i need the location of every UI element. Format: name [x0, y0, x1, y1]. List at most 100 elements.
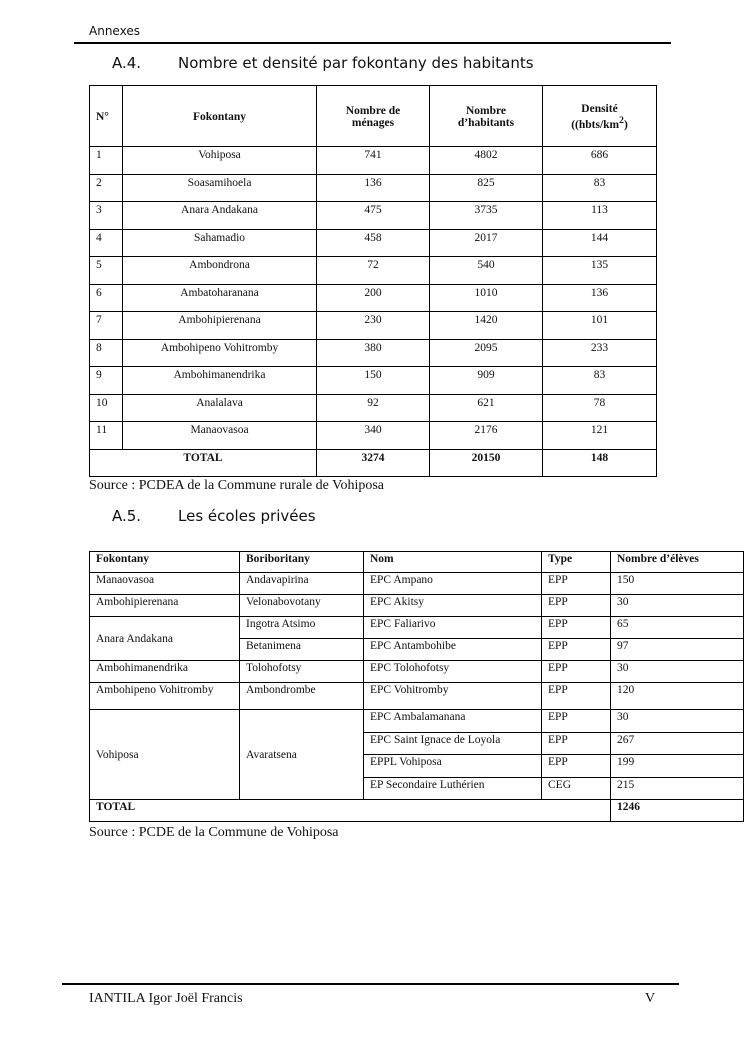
table-cell: EPC Ambalamanana: [363, 709, 542, 733]
table-cell: 230: [316, 311, 430, 340]
table-cell: 2: [89, 173, 123, 202]
total-row: TOTAL 3274 20150 148: [89, 448, 657, 477]
table-cell: 30: [610, 660, 744, 683]
table-cell: EPPL Vohiposa: [363, 754, 542, 778]
section-a4-heading: A.4. Nombre et densité par fokontany des …: [112, 54, 534, 72]
table-cell: CEG: [541, 776, 611, 800]
table-cell: Ambohipierenana: [122, 311, 317, 340]
table-cell: 113: [542, 201, 657, 230]
total-row: TOTAL 1246: [89, 799, 744, 822]
table-cell: Vohiposa: [122, 146, 317, 175]
boriboritany-cell: Tolohofotsy: [239, 660, 364, 683]
table-cell: 83: [542, 366, 657, 395]
boriboritany-cell: Avaratsena: [239, 709, 364, 800]
boriboritany-cell: Ingotra Atsimo: [239, 616, 364, 639]
table-cell: Manaovasoa: [122, 421, 317, 450]
table-cell: 3735: [429, 201, 543, 230]
table-cell: 150: [610, 572, 744, 595]
table-cell: 120: [610, 682, 744, 710]
table-cell: 65: [610, 616, 744, 639]
section-a5-heading: A.5. Les écoles privées: [112, 507, 316, 525]
fokontany-cell: Anara Andakana: [89, 616, 240, 661]
column-header: Nombre d’élèves: [610, 551, 744, 573]
fokontany-cell: Ambohipeno Vohitromby: [89, 682, 240, 710]
table-cell: Ambohipeno Vohitromby: [122, 338, 317, 367]
fokontany-cell: Vohiposa: [89, 709, 240, 800]
column-header: Nombre d’habitants: [429, 85, 543, 147]
total-label: TOTAL: [89, 448, 317, 477]
table-row: 2 Soasamihoela 136 825 83: [89, 173, 657, 202]
table-cell: EPP: [541, 616, 611, 639]
table-cell: 121: [542, 421, 657, 450]
boriboritany-cell: Velonabovotany: [239, 594, 364, 617]
table-cell: EPC Ampano: [363, 572, 542, 595]
total-label: TOTAL: [89, 799, 611, 822]
source-note: Source : PCDEA de la Commune rurale de V…: [89, 478, 384, 493]
fokontany-cell: Manaovasoa: [89, 572, 240, 595]
source-note: Source : PCDE de la Commune de Vohiposa: [89, 825, 339, 840]
table-cell: EPP: [541, 594, 611, 617]
table-row: Vohiposa Avaratsena EPC Ambalamanana EPP 30: [89, 709, 744, 800]
table-cell: EPP: [541, 660, 611, 683]
fokontany-cell: Ambohimanendrika: [89, 660, 240, 683]
table-row: Anara Andakana Ingotra Atsimo EPC Faliariv…: [89, 616, 744, 661]
table-cell: 1010: [429, 283, 543, 312]
private-schools-table: Fokontany Boriboritany Nom Type Nombre d’élè…: [89, 551, 744, 822]
table-cell: 5: [89, 256, 123, 285]
table-row: 6 Ambatoharanana 200 1010 136: [89, 283, 657, 312]
column-header: N°: [89, 85, 123, 147]
page-number: V: [645, 991, 656, 1006]
table-cell: 233: [542, 338, 657, 367]
table-cell: 136: [316, 173, 430, 202]
table-row: 7 Ambohipierenana 230 1420 101: [89, 311, 657, 340]
running-header: Annexes: [89, 24, 140, 38]
table-cell: 909: [429, 366, 543, 395]
table-cell: EPP: [541, 709, 611, 733]
table-row: Ambohipeno Vohitromby Ambondrombe EPC Vohi…: [89, 682, 744, 710]
table-cell: EPP: [541, 731, 611, 755]
table-cell: EPP: [541, 572, 611, 595]
header-row: N° Fokontany Nombre de ménages Nombre d’habit…: [89, 85, 657, 147]
table-cell: 10: [89, 393, 123, 422]
table-cell: EPC Faliarivo: [363, 616, 542, 639]
table-row: Ambohipierenana Velonabovotany EPC Akitsy E…: [89, 594, 744, 617]
table-cell: 150: [316, 366, 430, 395]
table-cell: 30: [610, 709, 744, 733]
boriboritany-cell: Andavapirina: [239, 572, 364, 595]
table-cell: 92: [316, 393, 430, 422]
column-header: Densité ((hbts/km2): [542, 85, 657, 147]
table-row: 3 Anara Andakana 475 3735 113: [89, 201, 657, 230]
table-row: 11 Manaovasoa 340 2176 121: [89, 421, 657, 450]
table-cell: EPC Saint Ignace de Loyola: [363, 731, 542, 755]
section-number: A.4.: [112, 54, 142, 72]
footer-rule: [62, 983, 679, 985]
fokontany-cell: Ambohipierenana: [89, 594, 240, 617]
table-cell: 11: [89, 421, 123, 450]
table-cell: 97: [610, 638, 744, 661]
table-cell: EPP: [541, 682, 611, 710]
table-cell: 540: [429, 256, 543, 285]
table-cell: 6: [89, 283, 123, 312]
column-header: Fokontany: [89, 551, 240, 573]
table-cell: 7: [89, 311, 123, 340]
table-cell: 621: [429, 393, 543, 422]
table-cell: 2017: [429, 228, 543, 257]
table-cell: EPC Vohitromby: [363, 682, 542, 710]
table-cell: 825: [429, 173, 543, 202]
table-cell: 686: [542, 146, 657, 175]
table-row: 8 Ambohipeno Vohitromby 380 2095 233: [89, 338, 657, 367]
table-row: 1 Vohiposa 741 4802 686: [89, 146, 657, 175]
table-cell: 9: [89, 366, 123, 395]
table-cell: 8: [89, 338, 123, 367]
table-cell: 215: [610, 776, 744, 800]
population-table: N° Fokontany Nombre de ménages Nombre d’habit…: [89, 85, 657, 477]
header-rule: [74, 42, 671, 44]
table-row: EPPL Vohiposa EPP 199: [90, 754, 744, 778]
table-cell: EPC Tolohofotsy: [363, 660, 542, 683]
table-row: Manaovasoa Andavapirina EPC Ampano EPP 150: [89, 572, 744, 595]
table-cell: 72: [316, 256, 430, 285]
table-cell: 30: [610, 594, 744, 617]
total-eleves: 1246: [610, 799, 744, 822]
table-cell: EPP: [541, 638, 611, 661]
header-row: Fokontany Boriboritany Nom Type Nombre d’élè…: [89, 551, 744, 573]
